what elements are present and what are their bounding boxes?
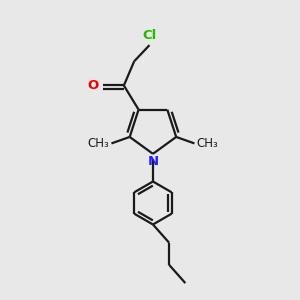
Text: CH₃: CH₃ bbox=[197, 137, 218, 150]
Text: N: N bbox=[147, 155, 158, 168]
Text: Cl: Cl bbox=[142, 28, 157, 42]
Text: CH₃: CH₃ bbox=[87, 137, 109, 150]
Text: O: O bbox=[88, 79, 99, 92]
